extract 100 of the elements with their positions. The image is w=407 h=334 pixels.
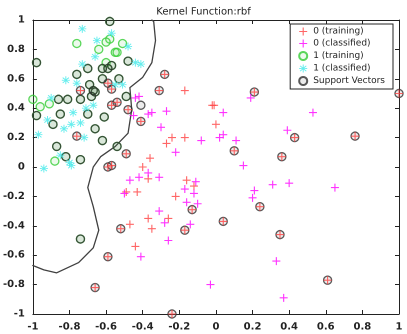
point (144, 110, 152, 118)
point (272, 257, 280, 266)
point (80, 134, 88, 142)
point (192, 178, 200, 186)
point (118, 38, 128, 48)
point (155, 207, 164, 216)
point (180, 134, 189, 142)
point (105, 34, 114, 44)
point (50, 156, 60, 166)
y-tick-label: 0.2 (7, 132, 25, 144)
point (164, 236, 172, 244)
point (91, 52, 100, 61)
point (56, 151, 64, 160)
point (78, 60, 86, 68)
point (283, 126, 292, 134)
point (136, 252, 145, 261)
point (248, 194, 257, 202)
point (219, 130, 228, 139)
point (182, 198, 191, 206)
x-tick-label: 0.2 (244, 322, 262, 332)
point (308, 108, 317, 117)
point (186, 220, 194, 228)
point (135, 92, 144, 100)
y-tick-label: 0.4 (7, 102, 25, 114)
point (36, 102, 45, 112)
point (197, 136, 206, 145)
point (72, 79, 81, 88)
line-series (32, 19, 156, 274)
legend-label: 1 (training) (313, 51, 364, 61)
legend-label: Support Vectors (313, 76, 386, 86)
x-tick-label: -0.2 (168, 322, 190, 332)
point (40, 164, 48, 172)
point (250, 186, 258, 195)
chart-title: Kernel Function:rbf (156, 6, 252, 18)
x-tick-label: 0.8 (354, 322, 372, 332)
point (76, 118, 84, 127)
y-tick-label: 0 (18, 162, 25, 172)
point (330, 184, 339, 192)
point (232, 136, 240, 145)
point (206, 280, 214, 289)
point (168, 134, 176, 142)
point (131, 242, 140, 250)
point (126, 176, 134, 184)
point (130, 112, 138, 120)
point (190, 189, 198, 198)
point (82, 104, 90, 112)
y-tick-label: -0.8 (2, 279, 25, 290)
point (162, 107, 171, 116)
point (47, 94, 56, 102)
point (108, 29, 116, 38)
y-tick-label: -1 (14, 308, 25, 320)
point (94, 44, 104, 54)
point (60, 124, 68, 133)
point (89, 101, 98, 110)
x-tick-label: 0.6 (316, 322, 335, 332)
point (92, 36, 101, 45)
x-tick-label: 0 (212, 322, 220, 332)
point (44, 99, 54, 108)
point (124, 42, 132, 50)
point (135, 173, 144, 182)
point (180, 86, 189, 95)
point (146, 154, 154, 162)
point (28, 94, 38, 104)
point (246, 94, 255, 102)
point (144, 214, 152, 222)
point (280, 294, 288, 302)
point (172, 192, 180, 200)
point (138, 163, 147, 171)
point (194, 200, 202, 208)
point (34, 130, 42, 139)
point (268, 180, 277, 189)
point (69, 108, 78, 117)
point (155, 173, 164, 182)
point (285, 179, 294, 188)
point (67, 162, 76, 170)
y-tick-label: 1 (18, 14, 25, 26)
point (67, 120, 76, 128)
point (157, 123, 166, 132)
point (182, 176, 191, 184)
y-tick-label: 0.8 (7, 44, 25, 55)
x-tick-label: -0.8 (58, 322, 80, 332)
point (180, 185, 189, 194)
point (126, 220, 134, 228)
y-tick-label: -0.2 (2, 190, 25, 202)
point (44, 116, 52, 124)
point (136, 60, 145, 68)
point (219, 108, 228, 117)
x-tick-label: 1 (396, 322, 403, 332)
point (172, 148, 180, 156)
y-tick-label: -0.4 (2, 220, 25, 232)
point (72, 38, 82, 48)
point (148, 224, 156, 233)
point (239, 162, 248, 170)
y-tick-label: 0.6 (7, 73, 25, 84)
point (62, 76, 70, 84)
x-tick-label: 0.4 (280, 322, 298, 332)
legend-label: 0 (training) (313, 26, 364, 36)
y-tick-label: -0.6 (2, 250, 25, 261)
point (212, 120, 220, 128)
x-tick-label: -0.4 (132, 322, 154, 332)
